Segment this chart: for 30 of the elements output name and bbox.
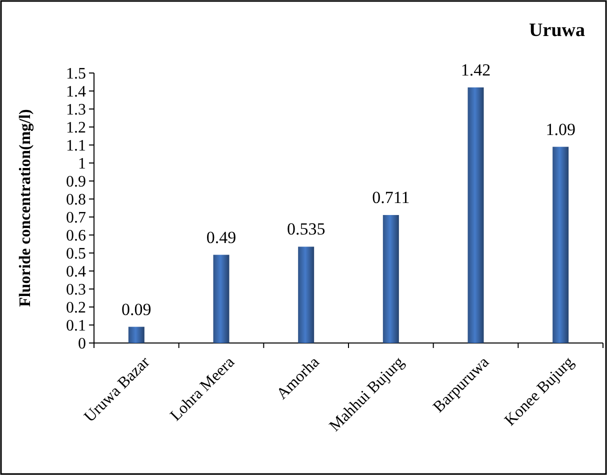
y-tick-label: 0.9 — [66, 174, 86, 191]
data-label: 0.711 — [372, 188, 410, 208]
y-tick-label: 1.3 — [66, 102, 86, 119]
bar — [298, 246, 314, 343]
data-label: 0.09 — [122, 300, 152, 319]
y-tick-label: 1.1 — [66, 138, 86, 155]
y-tick-label: 0.8 — [66, 192, 86, 209]
y-tick-label: 1.5 — [66, 66, 86, 83]
y-tick-label: 0.7 — [66, 210, 86, 227]
y-tick-label: 0.4 — [66, 264, 86, 281]
y-tick-label: 0.3 — [66, 282, 86, 299]
y-tick-label: 0 — [78, 336, 86, 353]
bar — [552, 146, 569, 343]
bar — [382, 215, 399, 343]
y-axis-title: Fluoride concentration(mg/l) — [17, 109, 34, 307]
y-tick-label: 0.5 — [66, 246, 86, 263]
data-label: 1.09 — [546, 120, 576, 139]
chart-title: Uruwa — [529, 20, 586, 41]
data-label: 0.49 — [206, 228, 236, 247]
y-tick-label: 0.1 — [66, 318, 86, 335]
bar — [213, 254, 230, 343]
y-tick-label: 1 — [78, 156, 86, 173]
data-label: 0.535 — [286, 220, 326, 239]
y-tick-label: 0.6 — [66, 228, 86, 245]
bar — [468, 87, 484, 343]
y-tick-label: 1.4 — [66, 84, 86, 101]
y-tick-label: 0.2 — [66, 300, 86, 317]
bar — [128, 326, 144, 343]
data-label: 1.42 — [460, 60, 491, 80]
y-tick-label: 1.2 — [66, 120, 86, 137]
